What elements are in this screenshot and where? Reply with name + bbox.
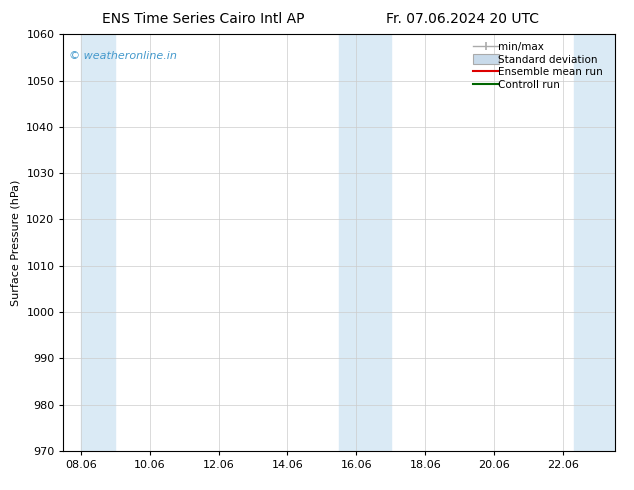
Text: Fr. 07.06.2024 20 UTC: Fr. 07.06.2024 20 UTC	[386, 12, 540, 26]
Bar	[574, 34, 615, 451]
Text: ENS Time Series Cairo Intl AP: ENS Time Series Cairo Intl AP	[101, 12, 304, 26]
Text: © weatheronline.in: © weatheronline.in	[69, 51, 177, 61]
Legend: min/max, Standard deviation, Ensemble mean run, Controll run: min/max, Standard deviation, Ensemble me…	[470, 40, 610, 93]
Bar	[339, 34, 391, 451]
Bar	[81, 34, 115, 451]
Y-axis label: Surface Pressure (hPa): Surface Pressure (hPa)	[11, 179, 21, 306]
